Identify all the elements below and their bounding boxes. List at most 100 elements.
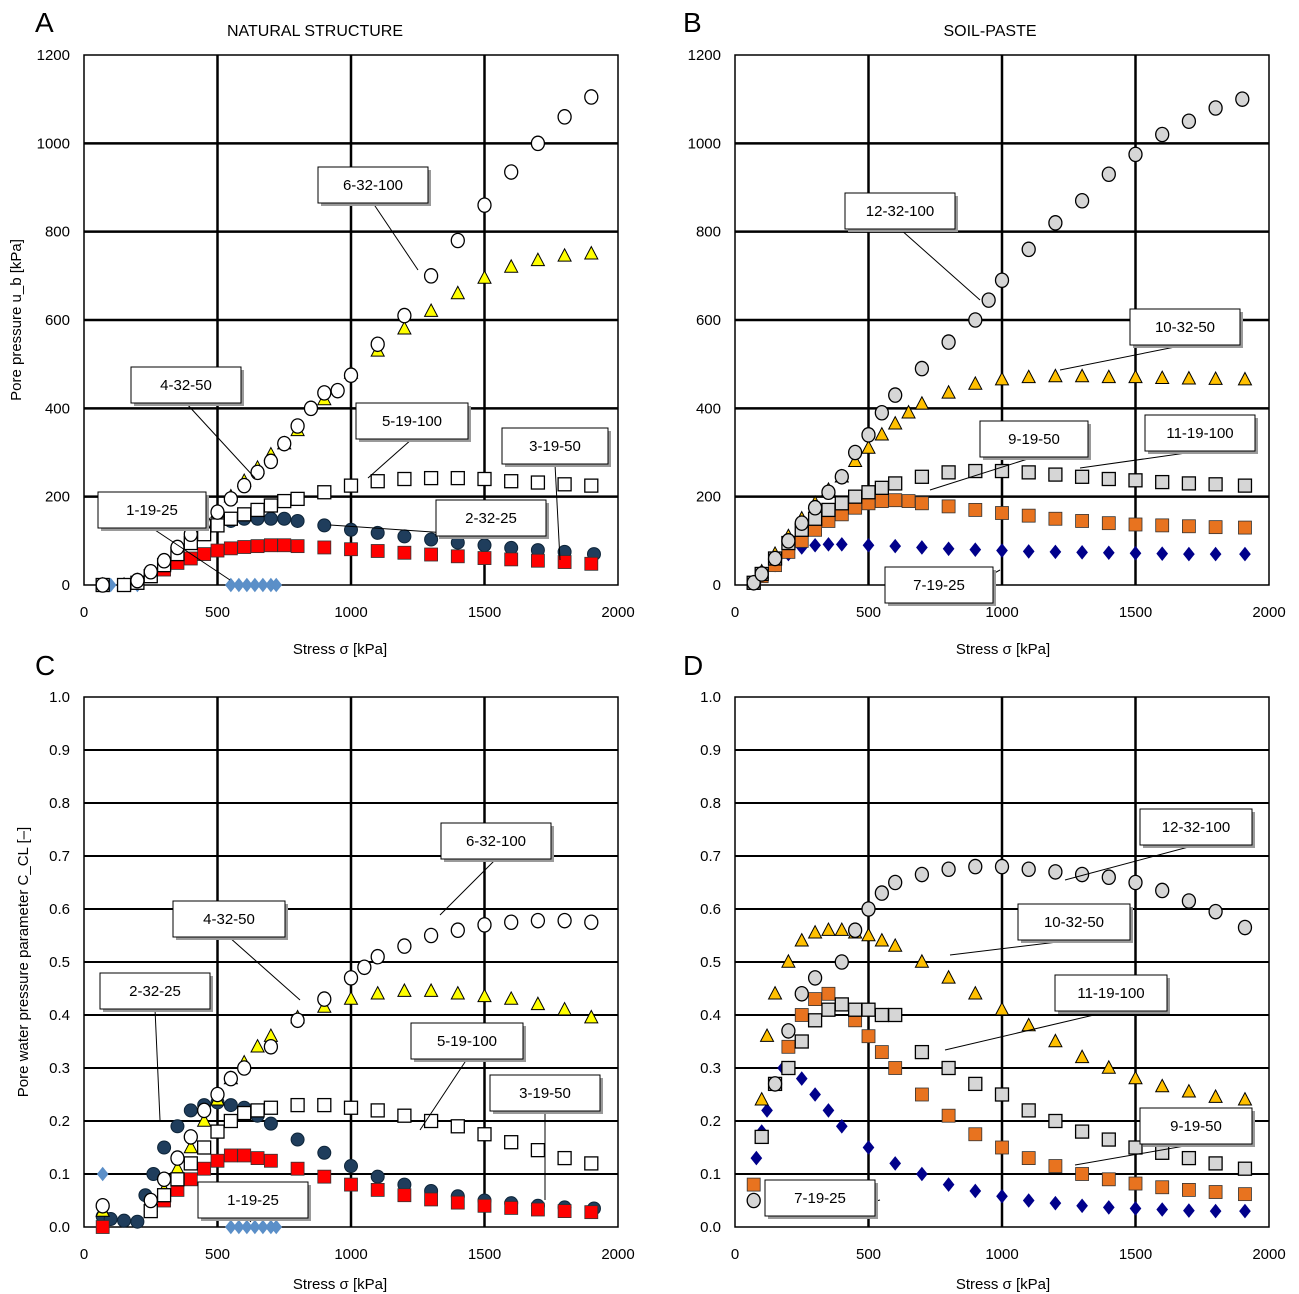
label-text: 10-32-50 <box>1044 914 1104 931</box>
data-point <box>585 1206 598 1219</box>
y-tick-label: 1000 <box>688 135 721 152</box>
data-point <box>264 539 277 552</box>
data-point <box>505 165 518 179</box>
x-tick-label: 0 <box>80 1246 88 1263</box>
label-text: 9-19-50 <box>1008 431 1060 448</box>
data-point <box>1209 478 1222 491</box>
data-point <box>291 492 304 505</box>
data-point <box>942 862 955 876</box>
data-point <box>1182 114 1195 128</box>
data-point <box>211 1125 224 1138</box>
data-point <box>345 971 358 985</box>
data-point <box>531 554 544 567</box>
data-point <box>171 1151 184 1165</box>
data-point <box>862 1030 875 1043</box>
data-point <box>224 1149 237 1162</box>
data-point <box>158 554 171 568</box>
label-text: 2-32-25 <box>129 983 181 1000</box>
data-point <box>478 1128 491 1141</box>
data-point <box>942 466 955 479</box>
data-point <box>345 1160 358 1173</box>
x-tick-label: 2000 <box>1252 1246 1285 1263</box>
y-tick-label: 0.9 <box>49 742 70 759</box>
data-point <box>822 485 835 499</box>
data-point <box>969 859 982 873</box>
y-tick-label: 0.9 <box>700 742 721 759</box>
data-point <box>1049 1160 1062 1173</box>
data-point <box>251 465 264 479</box>
data-point <box>875 495 888 508</box>
data-point <box>969 1128 982 1141</box>
data-point <box>755 567 768 581</box>
data-point <box>996 859 1009 873</box>
y-tick-label: 1200 <box>37 47 70 64</box>
data-point <box>558 1152 571 1165</box>
y-tick-label: 0.0 <box>700 1219 721 1236</box>
y-tick-label: 600 <box>696 312 721 329</box>
data-point <box>345 1101 358 1114</box>
data-point <box>345 1178 358 1191</box>
annotation-7-19-25: 7-19-25 <box>885 567 1000 606</box>
label-text: 3-19-50 <box>519 1085 571 1102</box>
data-point <box>809 501 822 515</box>
data-point <box>291 1013 304 1027</box>
label-text: 6-32-100 <box>343 177 403 194</box>
data-point <box>264 1101 277 1114</box>
data-point <box>198 1162 211 1175</box>
data-point <box>211 544 224 557</box>
data-point <box>862 428 875 442</box>
data-point <box>1129 474 1142 487</box>
data-point <box>849 490 862 503</box>
data-point <box>291 514 304 527</box>
y-tick-label: 0 <box>62 577 70 594</box>
data-point <box>1049 512 1062 525</box>
data-point <box>211 519 224 532</box>
data-point <box>835 470 848 484</box>
data-point <box>889 1062 902 1075</box>
data-point <box>318 1146 331 1159</box>
x-tick-label: 0 <box>731 604 739 621</box>
data-point <box>398 546 411 559</box>
data-point <box>398 473 411 486</box>
data-point <box>862 902 875 916</box>
data-point <box>478 552 491 565</box>
data-point <box>251 1104 264 1117</box>
label-text: 5-19-100 <box>437 1033 497 1050</box>
data-point <box>278 512 291 525</box>
y-tick-label: 0.1 <box>700 1166 721 1183</box>
data-point <box>915 470 928 483</box>
data-point <box>224 1071 237 1085</box>
data-point <box>425 472 438 485</box>
data-point <box>398 308 411 322</box>
y-tick-label: 1200 <box>688 47 721 64</box>
data-point <box>1182 520 1195 533</box>
data-point <box>531 476 544 489</box>
data-point <box>1076 1168 1089 1181</box>
data-point <box>158 1172 171 1186</box>
data-point <box>822 987 835 1000</box>
data-point <box>1182 1183 1195 1196</box>
data-point <box>144 1193 157 1207</box>
data-point <box>371 1183 384 1196</box>
label-text: 11-19-100 <box>1166 425 1233 442</box>
x-tick-label: 1000 <box>985 604 1018 621</box>
data-point <box>822 503 835 516</box>
data-point <box>849 1003 862 1016</box>
data-point <box>278 539 291 552</box>
data-point <box>96 1221 109 1234</box>
data-point <box>1156 476 1169 489</box>
data-point <box>451 1120 464 1133</box>
data-point <box>318 541 331 554</box>
data-point <box>782 1024 795 1038</box>
y-tick-label: 0.6 <box>49 901 70 918</box>
y-tick-label: 1.0 <box>49 689 70 706</box>
data-point <box>1076 514 1089 527</box>
data-point <box>505 475 518 488</box>
data-point <box>478 539 491 552</box>
data-point <box>224 1099 237 1112</box>
x-tick-label: 0 <box>731 1246 739 1263</box>
data-point <box>96 1199 109 1213</box>
data-point <box>1102 1173 1115 1186</box>
data-point <box>318 486 331 499</box>
data-point <box>238 1061 251 1075</box>
